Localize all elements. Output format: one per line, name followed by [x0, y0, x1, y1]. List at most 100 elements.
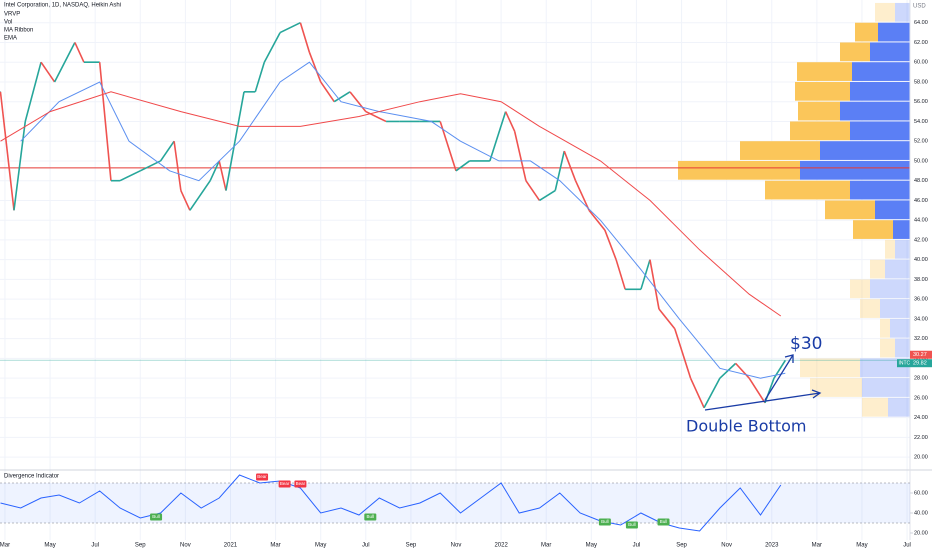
price-segment: [159, 140, 175, 162]
price-segment: [308, 52, 322, 83]
profile-up: [890, 318, 910, 338]
price-segment: [554, 150, 566, 191]
y-tick-label: 56.00: [914, 99, 928, 105]
profile-down: [862, 397, 888, 417]
price-segment: [525, 180, 541, 201]
indicator-band: [0, 483, 910, 523]
signal-label: Bear: [257, 474, 267, 479]
y-tick-label: 38.00: [914, 277, 928, 283]
y-tick-label: 42.00: [914, 237, 928, 243]
x-tick-label: Nov: [180, 543, 191, 549]
price-segment: [748, 377, 766, 404]
price-segment: [640, 259, 651, 290]
price-segment: [563, 150, 577, 181]
price-segment: [53, 42, 76, 83]
profile-down: [880, 338, 895, 358]
profile-up: [850, 121, 910, 141]
profile-up: [850, 180, 910, 200]
profile-up: [852, 62, 910, 81]
signal-label: Bull: [601, 519, 609, 524]
y-tick-label: 46.00: [914, 198, 928, 204]
y-tick-label: 44.00: [914, 218, 928, 224]
price-segment: [119, 170, 141, 182]
profile-down: [825, 200, 875, 220]
profile-down: [797, 62, 852, 81]
y-tick-label: 22.00: [914, 435, 928, 441]
profile-down: [885, 239, 895, 259]
y-tick-label: 50.00: [914, 158, 928, 164]
price-segment: [40, 61, 56, 83]
y-tick-label: 58.00: [914, 79, 928, 85]
y-tick-label: 60.00: [914, 60, 928, 66]
profile-up: [870, 42, 910, 62]
price-segment: [539, 189, 556, 202]
x-tick-label: May: [315, 543, 326, 549]
y-tick-label: 62.00: [914, 40, 928, 46]
x-tick-label: Sep: [676, 543, 687, 549]
x-tick-label: Jul: [362, 543, 370, 549]
indicator-title: Divergence Indicator: [4, 474, 59, 480]
x-tick-label: 2022: [494, 543, 508, 549]
arrow: [764, 354, 794, 401]
price-tag-label: 30.27: [913, 352, 927, 358]
price-tag: [910, 350, 932, 359]
price-segment: [139, 160, 161, 172]
price-segment: [0, 91, 15, 211]
signal-label: Bull: [367, 514, 375, 519]
arrow: [704, 392, 821, 411]
y-tick-label: 26.00: [914, 395, 928, 401]
signal-box: [278, 480, 291, 488]
x-tick-label: Nov: [721, 543, 732, 549]
profile-down: [810, 378, 862, 397]
profile-down: [860, 299, 880, 318]
price-segment: [189, 180, 211, 211]
y-tick-label: 34.00: [914, 316, 928, 322]
grid: [0, 0, 910, 540]
profile-up: [885, 259, 910, 279]
moving-average: [0, 91, 782, 317]
legend-item: EMA: [4, 36, 17, 42]
price-segment: [299, 22, 311, 53]
price-segment: [333, 91, 351, 103]
profile-up: [895, 338, 910, 358]
y-tick-label: 48.00: [914, 178, 928, 184]
profile-up: [800, 160, 910, 180]
price-segment: [513, 131, 527, 181]
price-segment: [615, 259, 626, 290]
profile-down: [798, 101, 840, 121]
x-tick-label: Jul: [633, 543, 641, 549]
profile-down: [678, 160, 800, 180]
x-tick-label: Jul: [903, 543, 911, 549]
price-segment: [209, 160, 220, 182]
y-tick-label: 20.00: [914, 530, 928, 536]
profile-up: [895, 2, 910, 22]
arrow-head: [811, 389, 822, 399]
x-tick-label: 2021: [224, 543, 238, 549]
signal-box: [256, 473, 269, 481]
signal-label: Bull: [628, 522, 636, 527]
profile-down: [853, 220, 893, 239]
price-segment: [24, 61, 42, 122]
x-tick-label: 2023: [765, 543, 779, 549]
price-segment: [574, 180, 590, 211]
price-segment: [719, 362, 737, 379]
arrow-head: [784, 354, 794, 363]
price-segment: [455, 160, 471, 172]
profile-down: [840, 42, 870, 62]
profile-up: [888, 397, 910, 417]
y-tick-label: 28.00: [914, 376, 928, 382]
x-tick-label: Mar: [0, 543, 10, 549]
price-segment: [649, 259, 660, 310]
x-tick-label: Sep: [135, 543, 146, 549]
price-segment: [254, 61, 266, 93]
signal-label: Bear: [280, 481, 290, 486]
price-segment: [365, 110, 387, 123]
indicator-pane: 20.00 40.00 60.00 Bull Bear Bear Bear Bull Bull B…: [0, 473, 928, 536]
price-segment: [703, 377, 721, 409]
legend-item: MA Ribbon: [4, 28, 33, 34]
profile-down: [875, 2, 895, 22]
x-tick-label: Mar: [541, 543, 551, 549]
profile-down: [870, 259, 885, 279]
